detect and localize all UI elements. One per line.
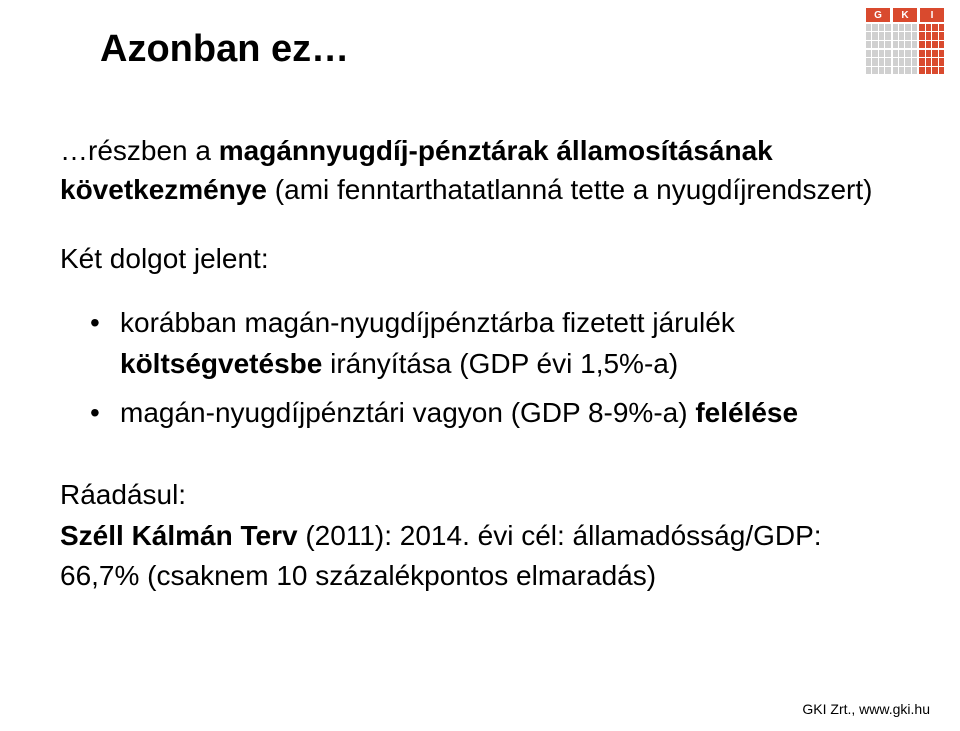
slide-container: G K I Azonban ez… …részben a magánnyugdí… <box>0 0 960 731</box>
logo-letter-i-text: I <box>921 9 943 21</box>
bullet-bold: költségvetésbe <box>120 348 322 379</box>
logo-letter-k: K <box>893 8 917 22</box>
bullet-bold: felélése <box>695 397 798 428</box>
subhead: Két dolgot jelent: <box>60 243 900 275</box>
logo-letter-k-text: K <box>894 9 916 21</box>
bullet-pre: korábban magán-nyugdíjpénztárba fizetett… <box>120 307 735 338</box>
bullet-post: irányítása (GDP évi 1,5%-a) <box>322 348 678 379</box>
logo-block <box>893 24 918 48</box>
addendum-paragraph: Ráadásul: Széll Kálmán Terv (2011): 2014… <box>60 475 900 597</box>
logo-block <box>893 50 918 74</box>
logo-block <box>866 24 891 48</box>
logo-block-accent <box>919 24 944 48</box>
addendum-bold: Széll Kálmán Terv <box>60 520 298 551</box>
bullet-list: korábban magán-nyugdíjpénztárba fizetett… <box>60 303 900 433</box>
gki-logo-letters: G K I <box>866 8 944 22</box>
bullet-pre: magán-nyugdíjpénztári vagyon (GDP 8-9%-a… <box>120 397 695 428</box>
logo-letter-i: I <box>920 8 944 22</box>
intro-paragraph: …részben a magánnyugdíj-pénztárak államo… <box>60 131 900 209</box>
gki-logo-grid <box>866 24 944 74</box>
footer-text: GKI Zrt., www.gki.hu <box>802 701 930 717</box>
logo-block-accent <box>919 50 944 74</box>
logo-block <box>866 50 891 74</box>
logo-letter-g: G <box>866 8 890 22</box>
intro-suffix: (ami fenntarthatatlanná tette a nyugdíjr… <box>267 174 872 205</box>
intro-prefix: …részben a <box>60 135 219 166</box>
list-item: magán-nyugdíjpénztári vagyon (GDP 8-9%-a… <box>60 393 900 434</box>
addendum-label: Ráadásul: <box>60 479 186 510</box>
slide-title: Azonban ez… <box>100 28 900 71</box>
gki-logo: G K I <box>866 8 944 74</box>
logo-letter-g-text: G <box>867 9 889 21</box>
list-item: korábban magán-nyugdíjpénztárba fizetett… <box>60 303 900 384</box>
